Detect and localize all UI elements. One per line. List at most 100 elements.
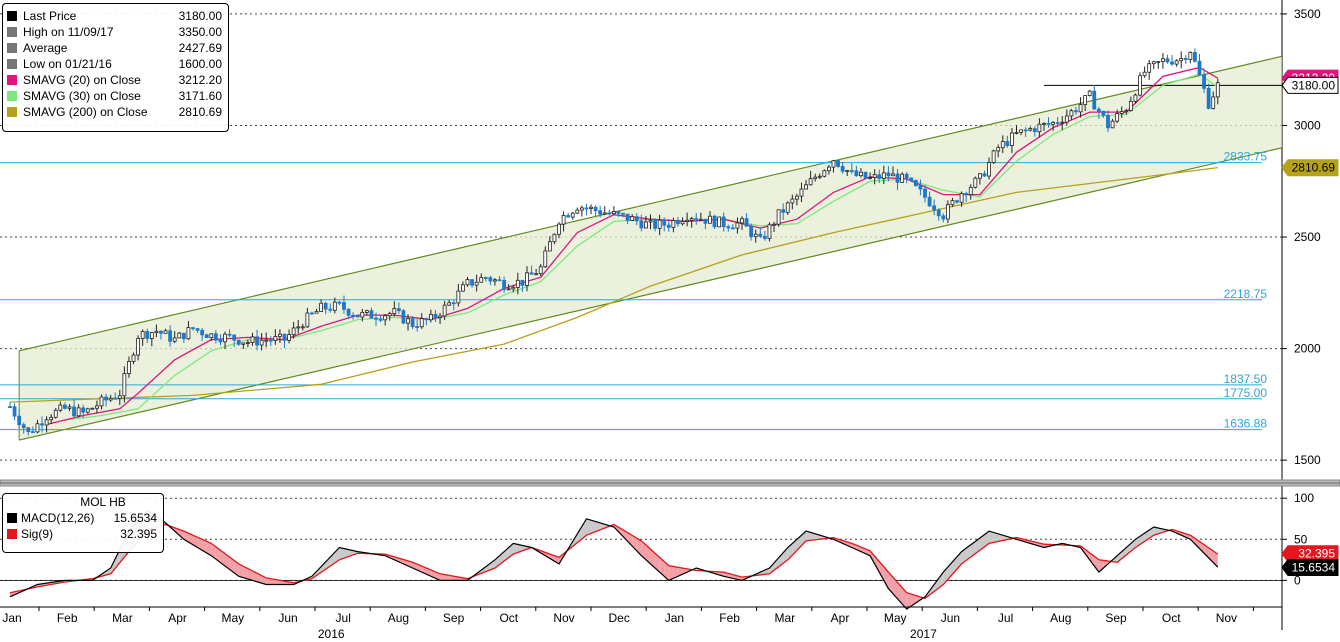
candle-body xyxy=(319,302,324,312)
macd-hist-fill xyxy=(645,545,651,564)
candle-body xyxy=(1032,128,1037,133)
axis-tag-label: 32.395 xyxy=(1298,547,1335,561)
macd-hist-fill xyxy=(989,531,994,544)
macd-hist-fill xyxy=(1117,551,1122,563)
legend-swatch xyxy=(7,75,17,85)
candle-body xyxy=(278,333,282,337)
candle-body xyxy=(1202,74,1206,89)
candle-body xyxy=(1215,82,1220,98)
candle-body xyxy=(474,281,479,286)
macd-legend: MOL HB MACD(12,26) 15.6534 Sig(9) 32.395 xyxy=(2,493,164,553)
candle-body xyxy=(785,202,790,213)
legend-value: 2810.69 xyxy=(178,105,222,119)
candle-body xyxy=(822,170,827,177)
legend-swatch xyxy=(7,107,17,117)
candle-body xyxy=(360,312,365,318)
candle-body xyxy=(762,235,767,239)
macd-hist-fill xyxy=(252,570,258,582)
macd-line xyxy=(9,509,1219,610)
candle-body xyxy=(863,171,868,179)
macd-hist-fill xyxy=(929,584,935,595)
macd-hist-fill xyxy=(883,566,889,589)
candle-body xyxy=(602,212,607,215)
candle-body xyxy=(872,174,877,178)
candle-body xyxy=(730,227,735,230)
candle-body xyxy=(955,200,959,203)
candle-body xyxy=(287,334,291,341)
price-legend-row: Low on 01/21/16 1600.00 xyxy=(3,56,228,72)
sma200-line xyxy=(9,166,1218,403)
candle-body xyxy=(941,215,946,220)
price-legend-row: SMAVG (20) on Close 3212.20 xyxy=(3,72,228,88)
candle-body xyxy=(1096,108,1101,112)
candle-body xyxy=(26,427,31,433)
candle-body xyxy=(982,173,987,177)
macd-hist-fill xyxy=(243,566,248,579)
macd-hist-fill xyxy=(892,577,898,599)
candle-body xyxy=(108,397,113,401)
macd-hist-fill xyxy=(513,543,518,555)
level-label: 2833.75 xyxy=(1224,150,1268,164)
macd-hist-fill xyxy=(343,548,349,559)
candle-body xyxy=(547,241,552,252)
macd-hist-fill xyxy=(266,577,271,585)
candle-body xyxy=(932,205,937,211)
candle-body xyxy=(415,326,420,328)
candle-body xyxy=(936,209,941,217)
legend-value: 32.395 xyxy=(120,527,157,541)
candle-body xyxy=(616,211,621,214)
candle-body xyxy=(1014,132,1019,134)
macd-tick-label: 100 xyxy=(1294,491,1314,505)
x-month-label: Jan xyxy=(665,611,684,625)
macd-hist-fill xyxy=(938,572,944,588)
candle-body xyxy=(502,280,507,290)
candle-body xyxy=(557,223,561,235)
candle-body xyxy=(241,342,246,345)
macd-hist-fill xyxy=(915,595,921,603)
candle-body xyxy=(1174,60,1179,65)
macd-hist-fill xyxy=(806,531,811,541)
legend-value: 2427.69 xyxy=(178,41,222,55)
candle-body xyxy=(717,216,722,228)
candle-body xyxy=(1188,52,1193,60)
candle-body xyxy=(598,210,603,215)
candle-body xyxy=(30,431,35,434)
macd-hist-fill xyxy=(993,532,999,543)
candle-body xyxy=(465,279,470,286)
candle-body xyxy=(525,272,529,286)
candle-body xyxy=(840,166,845,172)
candle-body xyxy=(973,177,978,188)
macd-hist-fill xyxy=(760,570,765,575)
macd-hist-fill xyxy=(234,560,239,577)
macd-hist-fill xyxy=(106,568,111,576)
candle-body xyxy=(712,215,717,228)
axis-tag-label: 3180.00 xyxy=(1292,78,1336,92)
candle-body xyxy=(1000,141,1005,149)
legend-value: 1600.00 xyxy=(178,57,222,71)
candle-body xyxy=(868,177,872,179)
candle-body xyxy=(506,288,511,291)
macd-hist-fill xyxy=(225,553,230,570)
price-tick-label: 2500 xyxy=(1294,230,1321,244)
legend-swatch xyxy=(7,27,17,37)
candle-body xyxy=(1124,110,1129,113)
legend-label: SMAVG (20) on Close xyxy=(23,73,141,87)
x-month-label: Apr xyxy=(168,611,187,625)
x-month-label: Sep xyxy=(1105,611,1127,625)
candle-body xyxy=(1083,95,1088,106)
legend-label: Low on 01/21/16 xyxy=(23,57,112,71)
legend-swatch xyxy=(7,43,17,53)
candle-body xyxy=(511,286,516,290)
macd-hist-fill xyxy=(193,535,198,548)
candles-group xyxy=(8,48,1220,436)
candle-body xyxy=(451,302,456,305)
macd-hist-fill xyxy=(664,561,669,581)
candle-body xyxy=(1078,104,1083,113)
candle-body xyxy=(959,193,964,203)
candle-body xyxy=(662,219,667,226)
candle-body xyxy=(401,310,406,324)
candle-body xyxy=(644,221,648,229)
candle-body xyxy=(351,314,356,317)
candle-body xyxy=(127,361,131,374)
candle-body xyxy=(305,312,310,328)
